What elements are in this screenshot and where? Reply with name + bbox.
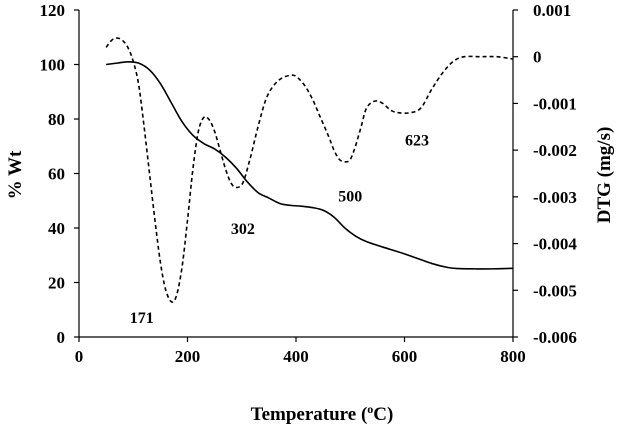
y-tick-label: 80 [48, 110, 65, 129]
series-group [105, 37, 514, 303]
x-tick-label: 200 [175, 347, 201, 366]
y-axis-title: % Wt [5, 150, 26, 199]
dtg-series-line [105, 37, 514, 303]
y-tick-label: 0 [57, 328, 66, 347]
y2-tick-label: -0.006 [533, 328, 577, 347]
y2-tick-label: -0.002 [533, 141, 577, 160]
axes [74, 9, 518, 342]
x-tick-label: 0 [75, 347, 84, 366]
x-tick-label: 400 [283, 347, 309, 366]
y2-tick-label: 0 [533, 48, 542, 67]
x-axis-title-sup: o [367, 402, 373, 416]
y2-tick-label: -0.001 [533, 94, 577, 113]
weight-series-line [106, 60, 514, 270]
y-tick-label: 100 [40, 56, 66, 75]
x-tick-label: 600 [392, 347, 418, 366]
y-tick-label: 20 [48, 274, 65, 293]
x-tick-label: 800 [500, 347, 526, 366]
peak-annotation: 171 [130, 310, 154, 327]
y2-tick-label: 0.001 [533, 1, 571, 20]
x-axis-title: Temperature (oC) [251, 402, 394, 425]
peak-annotation: 500 [338, 189, 362, 206]
y2-tick-label: -0.003 [533, 188, 577, 207]
y-tick-label: 60 [48, 165, 65, 184]
y-tick-label: 40 [48, 219, 65, 238]
peak-annotation: 302 [231, 221, 255, 238]
y2-axis-title: DTG (mg/s) [594, 127, 615, 224]
y-tick-label: 120 [40, 1, 66, 20]
x-axis-title-before: Temperature ( [251, 404, 368, 425]
annotations: 171 302 500 623 [130, 132, 429, 327]
peak-annotation: 623 [405, 132, 429, 149]
tick-labels: 0 200 400 600 800 0 20 40 60 80 100 120 0.001 0 -0.001… [40, 1, 578, 366]
x-axis-title-after: C) [373, 404, 393, 425]
y2-tick-label: -0.004 [533, 235, 577, 254]
y2-tick-label: -0.005 [533, 281, 577, 300]
